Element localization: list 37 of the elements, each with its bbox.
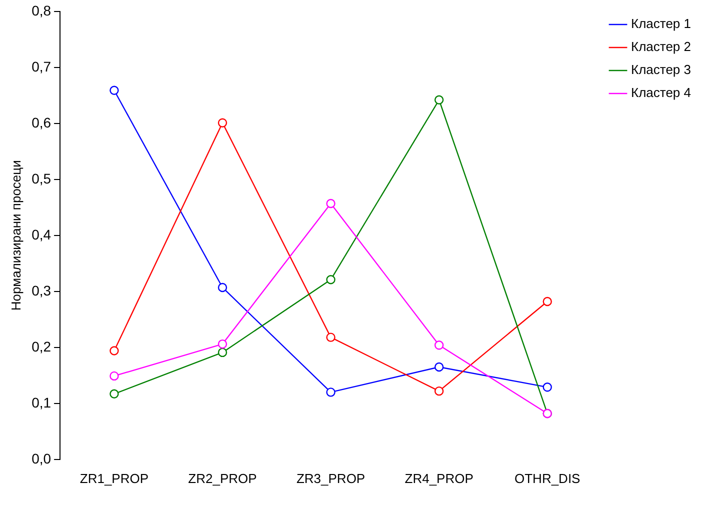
y-tick-label: 0,1: [32, 394, 52, 410]
point: [326, 388, 336, 397]
point: [434, 340, 444, 350]
y-tick-label: 0,8: [32, 2, 52, 18]
x-tick-label: ZR2_PROP: [188, 470, 257, 486]
point: [326, 332, 336, 342]
y-axis-title: Нормализирани просеци: [8, 160, 24, 311]
point: [542, 296, 552, 306]
point: [326, 275, 336, 284]
legend-label: Кластер 4: [631, 85, 691, 100]
legend-label: Кластер 1: [631, 16, 691, 32]
point: [434, 95, 444, 104]
point: [434, 386, 444, 396]
y-tick-label: 0,2: [32, 338, 52, 354]
point: [110, 346, 119, 356]
y-tick-label: 0,3: [32, 282, 52, 298]
point: [434, 362, 444, 372]
point: [110, 371, 119, 381]
point: [218, 348, 228, 358]
point: [218, 339, 228, 349]
y-tick-label: 0,6: [32, 114, 52, 130]
point: [218, 282, 228, 292]
point: [542, 382, 552, 392]
legend-label: Кластер 3: [631, 62, 691, 78]
y-tick-label: 0,4: [32, 226, 52, 242]
point: [218, 118, 228, 128]
point: [110, 389, 119, 398]
x-tick-label: OTHR_DIS: [514, 470, 581, 486]
y-tick-label: 0,0: [32, 450, 52, 466]
y-tick-label: 0,7: [32, 58, 52, 74]
y-tick-label: 0,5: [32, 170, 52, 186]
x-tick-label: ZR1_PROP: [80, 470, 149, 486]
point: [110, 86, 119, 95]
legend-label: Кластер 2: [631, 39, 691, 54]
x-tick-label: ZR4_PROP: [404, 470, 474, 486]
x-tick-label: ZR3_PROP: [296, 470, 366, 486]
point: [326, 198, 336, 208]
